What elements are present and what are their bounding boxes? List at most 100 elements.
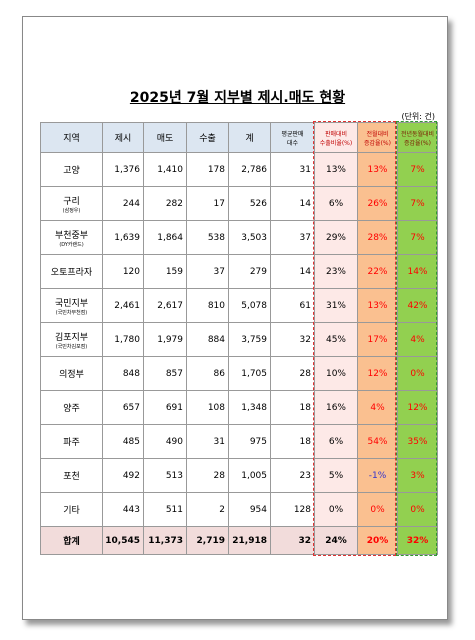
cell: 954 <box>228 492 271 527</box>
cell: 54% <box>357 424 398 459</box>
cell: 1,864 <box>143 220 187 255</box>
table: 지역 제시 매도 수출 계 평균판매 대수 판매대비 수출비율(%) 전월대비 증감율(%) 전년동월… <box>40 122 438 555</box>
cell: 3,503 <box>228 220 271 255</box>
cell: 20% <box>357 526 398 555</box>
cell: 31 <box>270 152 315 187</box>
header-text: 증감율(%) <box>364 139 391 147</box>
cell: 178 <box>186 152 229 187</box>
region-cell: 양주 <box>40 390 103 425</box>
cell: 691 <box>143 390 187 425</box>
region-note: (DY카랜드) <box>59 241 84 248</box>
region: 김포지부 <box>54 332 89 343</box>
cell: 884 <box>186 322 229 357</box>
region-cell: 합계 <box>40 526 103 555</box>
region-cell: 김포지부 (국민차김포점) <box>40 322 103 357</box>
region: 포천 <box>63 472 80 482</box>
cell: 513 <box>143 458 187 493</box>
cell: 1,376 <box>102 152 144 187</box>
data-row: 파주 485 490 31 975 18 6% 54% 35% <box>40 424 438 459</box>
region: 파주 <box>63 438 80 448</box>
cell: 32% <box>397 526 438 555</box>
cell: 1,410 <box>143 152 187 187</box>
cell: 10,545 <box>102 526 144 555</box>
cell: 23 <box>270 458 315 493</box>
cell: 810 <box>186 288 229 323</box>
region: 의정부 <box>59 370 84 380</box>
cell: 2,461 <box>102 288 144 323</box>
cell: 7% <box>397 186 438 221</box>
region-cell: 포천 <box>40 458 103 493</box>
unit: (단위: 건) <box>401 112 435 121</box>
data-row: 포천 492 513 28 1,005 23 5% -1% 3% <box>40 458 438 493</box>
cell: 28 <box>186 458 229 493</box>
cell: 159 <box>143 254 187 289</box>
cell: -1% <box>357 458 398 493</box>
header-text: 평균판매 <box>281 130 304 138</box>
header-text: 지역 <box>63 134 80 144</box>
cell: 511 <box>143 492 187 527</box>
data-row: 기타 443 511 2 954 128 0% 0% 0% <box>40 492 438 527</box>
region-cell: 부천중부 (DY카랜드) <box>40 220 103 255</box>
cell: 2 <box>186 492 229 527</box>
region: 합계 <box>63 537 80 547</box>
header-text: 수출 <box>199 134 216 144</box>
cell: 14 <box>270 186 315 221</box>
data-row: 국민지부 (국민차부천점) 2,461 2,617 810 5,078 61 31% 13% 42… <box>40 288 438 323</box>
cell: 1,639 <box>102 220 144 255</box>
region-cell: 고양 <box>40 152 103 187</box>
cell: 32 <box>270 322 315 357</box>
region: 기타 <box>63 506 80 516</box>
total-row: 합계 10,545 11,373 2,719 21,918 32 24% 20% 32% <box>40 526 438 555</box>
cell: 0% <box>357 492 398 527</box>
green-dashed-box <box>396 121 437 556</box>
cell: 14% <box>397 254 438 289</box>
header-text: 전년동월대비 <box>400 130 435 138</box>
cell: 6% <box>314 186 358 221</box>
region: 국민지부 <box>54 298 89 309</box>
cell: 3,759 <box>228 322 271 357</box>
data-row: 오토프라자 120 159 37 279 14 23% 22% 14% <box>40 254 438 289</box>
cell: 14 <box>270 254 315 289</box>
region-note: (국민차부천점) <box>55 309 88 316</box>
cell: 29% <box>314 220 358 255</box>
cell: 61 <box>270 288 315 323</box>
region: 양주 <box>63 404 80 414</box>
region: 고양 <box>63 166 80 176</box>
header-cell: 계 <box>228 122 271 153</box>
cell: 857 <box>143 356 187 391</box>
cell: 1,705 <box>228 356 271 391</box>
header-text: 대수 <box>286 139 299 147</box>
region: 오토프라자 <box>50 268 93 278</box>
region: 구리 <box>63 196 80 207</box>
header-text: 판매대비 <box>324 130 348 138</box>
region: 부천중부 <box>54 230 89 241</box>
cell: 2,617 <box>143 288 187 323</box>
cell: 1,348 <box>228 390 271 425</box>
cell: 17 <box>186 186 229 221</box>
data-row: 김포지부 (국민차김포점) 1,780 1,979 884 3,759 32 45% 17% 4% <box>40 322 438 357</box>
region-note: (삼정우) <box>62 207 81 214</box>
header-cell: 지역 <box>40 122 103 153</box>
cell: 31 <box>186 424 229 459</box>
region-cell: 오토프라자 <box>40 254 103 289</box>
cell: 975 <box>228 424 271 459</box>
header-cell: 수출 <box>186 122 229 153</box>
data-row: 부천중부 (DY카랜드) 1,639 1,864 538 3,503 37 29% 28% 7% <box>40 220 438 255</box>
header-text: 전월대비 <box>366 130 389 138</box>
cell: 7% <box>397 220 438 255</box>
cell: 17% <box>357 322 398 357</box>
cell: 282 <box>143 186 187 221</box>
data-row: 양주 657 691 108 1,348 18 16% 4% 12% <box>40 390 438 425</box>
region-cell: 국민지부 (국민차부천점) <box>40 288 103 323</box>
cell: 6% <box>314 424 358 459</box>
data-row: 의정부 848 857 86 1,705 28 10% 12% 0% <box>40 356 438 391</box>
cell: 37 <box>270 220 315 255</box>
region-cell: 의정부 <box>40 356 103 391</box>
header-cell: 전년동월대비 증감율(%) <box>397 122 438 153</box>
cell: 0% <box>397 356 438 391</box>
header-row: 지역 제시 매도 수출 계 평균판매 대수 판매대비 수출비율(%) 전월대비 증감율(%) 전년동월… <box>40 122 438 153</box>
cell: 18 <box>270 424 315 459</box>
cell: 443 <box>102 492 144 527</box>
cell: 108 <box>186 390 229 425</box>
